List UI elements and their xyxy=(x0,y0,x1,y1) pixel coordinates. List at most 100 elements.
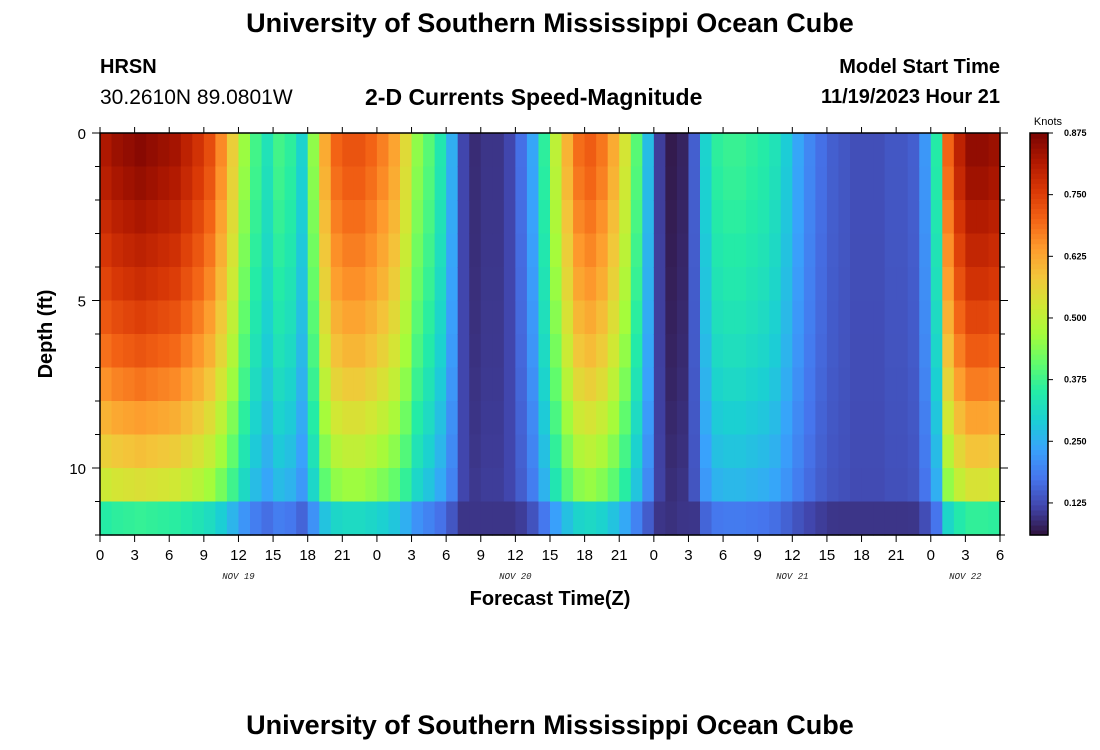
heat-cell xyxy=(376,200,390,235)
y-tick-label: 10 xyxy=(69,461,86,478)
heat-cell xyxy=(976,434,990,469)
heat-cell xyxy=(665,501,678,536)
x-tick-label: 0 xyxy=(96,547,104,564)
heat-cell xyxy=(273,166,286,201)
heat-cell xyxy=(873,401,886,436)
heat-cell xyxy=(446,367,459,402)
heat-cell xyxy=(157,166,170,201)
heat-cell xyxy=(296,267,309,302)
heat-cell xyxy=(884,334,897,369)
heat-cell xyxy=(723,367,736,402)
heat-cell xyxy=(238,334,251,369)
heat-cell xyxy=(861,300,874,335)
heat-cell xyxy=(434,133,447,168)
heat-cell xyxy=(884,367,897,402)
heat-cell xyxy=(319,200,332,235)
x-tick-label: 0 xyxy=(650,547,658,564)
heat-cell xyxy=(446,434,459,469)
heat-cell xyxy=(330,233,343,268)
colorbar-segment xyxy=(1030,439,1048,446)
heat-cell xyxy=(976,401,990,436)
heat-cell xyxy=(826,334,840,369)
heat-cell xyxy=(538,133,551,168)
heat-cell xyxy=(411,434,424,469)
heat-cell xyxy=(469,200,482,235)
heat-cell xyxy=(803,401,816,436)
heat-cell xyxy=(850,166,863,201)
heat-cell xyxy=(134,501,147,536)
heat-cell xyxy=(965,200,978,235)
heat-cell xyxy=(423,300,436,335)
heat-cell xyxy=(873,166,886,201)
heat-cell xyxy=(550,267,563,302)
heat-cell xyxy=(596,166,609,201)
heat-cell xyxy=(203,468,216,503)
heat-cell xyxy=(584,166,597,201)
heat-cell xyxy=(111,300,124,335)
heat-cell xyxy=(250,334,263,369)
heat-cell xyxy=(619,200,632,235)
heat-cell xyxy=(976,334,990,369)
colorbar-segment xyxy=(1030,404,1048,410)
heat-cell xyxy=(919,367,932,402)
heat-cell xyxy=(434,501,447,536)
x-tick-label: 6 xyxy=(719,547,727,564)
heat-cell xyxy=(780,233,793,268)
heat-cell xyxy=(838,367,851,402)
heat-cell xyxy=(319,501,332,536)
heat-cell xyxy=(134,267,147,302)
heat-cell xyxy=(976,468,990,503)
heat-cell xyxy=(884,166,897,201)
heat-cell xyxy=(515,166,528,201)
heat-cell xyxy=(538,334,551,369)
heat-cell xyxy=(353,267,366,302)
heat-cell xyxy=(400,233,413,268)
heat-cell xyxy=(942,501,955,536)
heat-cell xyxy=(757,166,770,201)
heat-cell xyxy=(307,233,320,268)
heat-cell xyxy=(988,166,1001,201)
heat-cell xyxy=(100,501,113,536)
heat-cell xyxy=(850,468,863,503)
model-start-label: Model Start Time xyxy=(839,56,1000,78)
heat-cell xyxy=(480,434,493,469)
x-tick-label: 18 xyxy=(299,547,316,564)
heat-cell xyxy=(850,401,863,436)
heat-cell xyxy=(480,334,493,369)
heat-cell xyxy=(111,166,124,201)
heat-cell xyxy=(688,233,701,268)
heat-cell xyxy=(111,401,124,436)
heat-cell xyxy=(169,434,182,469)
heat-cell xyxy=(250,267,263,302)
heat-cell xyxy=(319,233,332,268)
heat-cell xyxy=(434,267,447,302)
heat-cell xyxy=(676,367,690,402)
heat-cell xyxy=(388,300,401,335)
heat-cell xyxy=(688,133,701,168)
heat-cell xyxy=(411,166,424,201)
heat-cell xyxy=(792,501,805,536)
heat-cell xyxy=(250,501,263,536)
heat-cell xyxy=(734,434,747,469)
colorbar-segment xyxy=(1030,454,1048,461)
heat-cell xyxy=(180,434,193,469)
colorbar-segment xyxy=(1030,389,1048,395)
heat-cell xyxy=(203,401,216,436)
heat-cell xyxy=(700,233,713,268)
heat-cell xyxy=(850,133,863,168)
heat-cell xyxy=(550,401,563,436)
heat-cell xyxy=(965,367,978,402)
heat-cell xyxy=(734,334,747,369)
heat-cell xyxy=(469,468,482,503)
date-label: NOV 19 xyxy=(222,572,255,582)
heat-cell xyxy=(538,501,551,536)
heat-cell xyxy=(492,133,505,168)
heat-cell xyxy=(630,233,643,268)
heat-cell xyxy=(411,267,424,302)
heat-cell xyxy=(976,501,990,536)
heat-cell xyxy=(792,233,805,268)
heat-cell xyxy=(907,133,920,168)
heat-cell xyxy=(838,434,851,469)
heat-cell xyxy=(953,233,966,268)
heat-cell xyxy=(411,133,424,168)
